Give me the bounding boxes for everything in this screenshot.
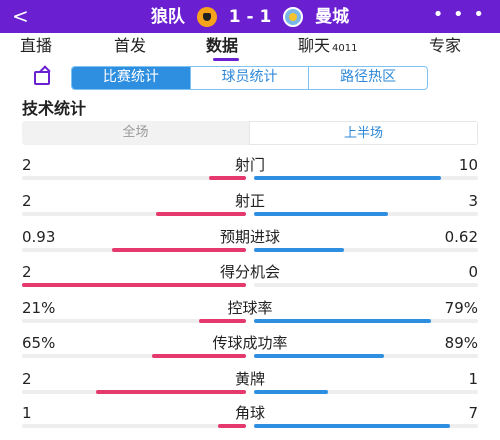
home-value: 2 xyxy=(22,192,32,210)
stat-name: 射正 xyxy=(234,192,265,210)
man-city-crest-icon xyxy=(283,7,304,27)
away-bar xyxy=(254,390,328,394)
away-value: 7 xyxy=(468,404,478,422)
away-value: 10 xyxy=(458,156,478,174)
main-tabs: 直播 首发 数据 聊天 4011 专家 xyxy=(0,33,500,60)
away-track xyxy=(254,212,478,216)
away-track xyxy=(254,176,478,180)
chat-count-badge: 4011 xyxy=(332,43,358,54)
subtab-match-stats[interactable]: 比赛统计 xyxy=(72,67,190,89)
period-first-half[interactable]: 上半场 xyxy=(249,121,478,145)
tab-label: 数据 xyxy=(206,36,239,55)
away-bar xyxy=(254,212,388,216)
away-bar xyxy=(254,354,384,358)
home-value: 65% xyxy=(22,334,56,352)
stat-name: 黄牌 xyxy=(234,370,265,388)
tab-expert[interactable]: 专家 xyxy=(429,35,461,57)
tab-label: 专家 xyxy=(429,36,462,55)
tab-live[interactable]: 直播 xyxy=(20,35,52,57)
home-team-name: 狼队 xyxy=(150,7,185,27)
home-track xyxy=(22,390,246,394)
section-title: 技术统计 xyxy=(22,99,87,118)
stat-row: 2 黄牌 1 xyxy=(0,370,500,406)
away-track xyxy=(254,354,478,358)
stat-row: 65% 传球成功率 89% xyxy=(0,334,500,370)
home-bar xyxy=(22,283,246,287)
tab-label: 聊天 xyxy=(298,36,331,55)
away-value: 89% xyxy=(444,334,478,352)
stat-name: 控球率 xyxy=(227,299,273,317)
stat-name: 角球 xyxy=(234,404,265,422)
back-button[interactable]: < xyxy=(12,4,29,28)
home-value: 2 xyxy=(22,263,32,281)
stat-row: 0.93 预期进球 0.62 xyxy=(0,228,500,264)
away-value: 79% xyxy=(444,299,478,317)
stat-row: 21% 控球率 79% xyxy=(0,299,500,335)
stats-subtabs: 比赛统计 球员统计 路径热区 xyxy=(71,66,428,90)
away-track xyxy=(254,390,478,394)
away-bar xyxy=(254,424,450,428)
away-bar xyxy=(254,248,344,252)
tab-data[interactable]: 数据 xyxy=(206,35,238,57)
away-track xyxy=(254,424,478,428)
away-value: 0.62 xyxy=(444,228,478,246)
away-value: 1 xyxy=(468,370,478,388)
home-bar xyxy=(112,248,246,252)
away-team-name: 曼城 xyxy=(315,7,350,27)
tab-label: 首发 xyxy=(114,36,147,55)
home-track xyxy=(22,424,246,428)
home-value: 2 xyxy=(22,370,32,388)
tab-chat[interactable]: 聊天 4011 xyxy=(298,35,357,60)
home-bar xyxy=(96,390,246,394)
home-value: 2 xyxy=(22,156,32,174)
stat-row: 2 得分机会 0 xyxy=(0,263,500,299)
away-track xyxy=(254,248,478,252)
stat-row: 2 射正 3 xyxy=(0,192,500,228)
subtab-player-stats[interactable]: 球员统计 xyxy=(189,67,309,89)
share-icon[interactable] xyxy=(34,71,50,85)
stat-row: 2 射门 10 xyxy=(0,156,500,192)
home-bar xyxy=(152,354,246,358)
home-value: 1 xyxy=(22,404,32,422)
home-track xyxy=(22,176,246,180)
home-value: 21% xyxy=(22,299,56,317)
home-track xyxy=(22,354,246,358)
home-track xyxy=(22,248,246,252)
subtab-heatmap[interactable]: 路径热区 xyxy=(308,67,427,89)
home-bar xyxy=(218,424,246,428)
stat-name: 传球成功率 xyxy=(212,334,288,352)
home-bar xyxy=(156,212,246,216)
more-options-button[interactable]: • • • xyxy=(432,4,486,25)
away-track xyxy=(254,319,478,323)
tab-label: 直播 xyxy=(20,36,53,55)
match-title: 狼队 1 - 1 曼城 xyxy=(0,6,500,28)
active-tab-indicator xyxy=(213,58,239,61)
away-value: 3 xyxy=(468,192,478,210)
period-full-match[interactable]: 全场 xyxy=(122,125,149,140)
away-bar xyxy=(254,319,431,323)
home-value: 0.93 xyxy=(22,228,56,246)
away-value: 0 xyxy=(468,263,478,281)
home-bar xyxy=(209,176,246,180)
stat-row: 1 角球 7 xyxy=(0,404,500,440)
stat-name: 得分机会 xyxy=(219,263,280,281)
away-track xyxy=(254,283,478,287)
wolves-crest-icon xyxy=(196,7,217,27)
match-score: 1 - 1 xyxy=(228,7,272,27)
home-bar xyxy=(199,319,246,323)
stat-name: 射门 xyxy=(234,156,265,174)
home-track xyxy=(22,319,246,323)
home-track xyxy=(22,283,246,287)
match-header: < 狼队 1 - 1 曼城 • • • xyxy=(0,0,500,33)
away-bar xyxy=(254,176,441,180)
period-toggle: 全场 上半场 xyxy=(22,121,478,145)
tab-lineup[interactable]: 首发 xyxy=(114,35,146,57)
home-track xyxy=(22,212,246,216)
stat-name: 预期进球 xyxy=(219,228,280,246)
